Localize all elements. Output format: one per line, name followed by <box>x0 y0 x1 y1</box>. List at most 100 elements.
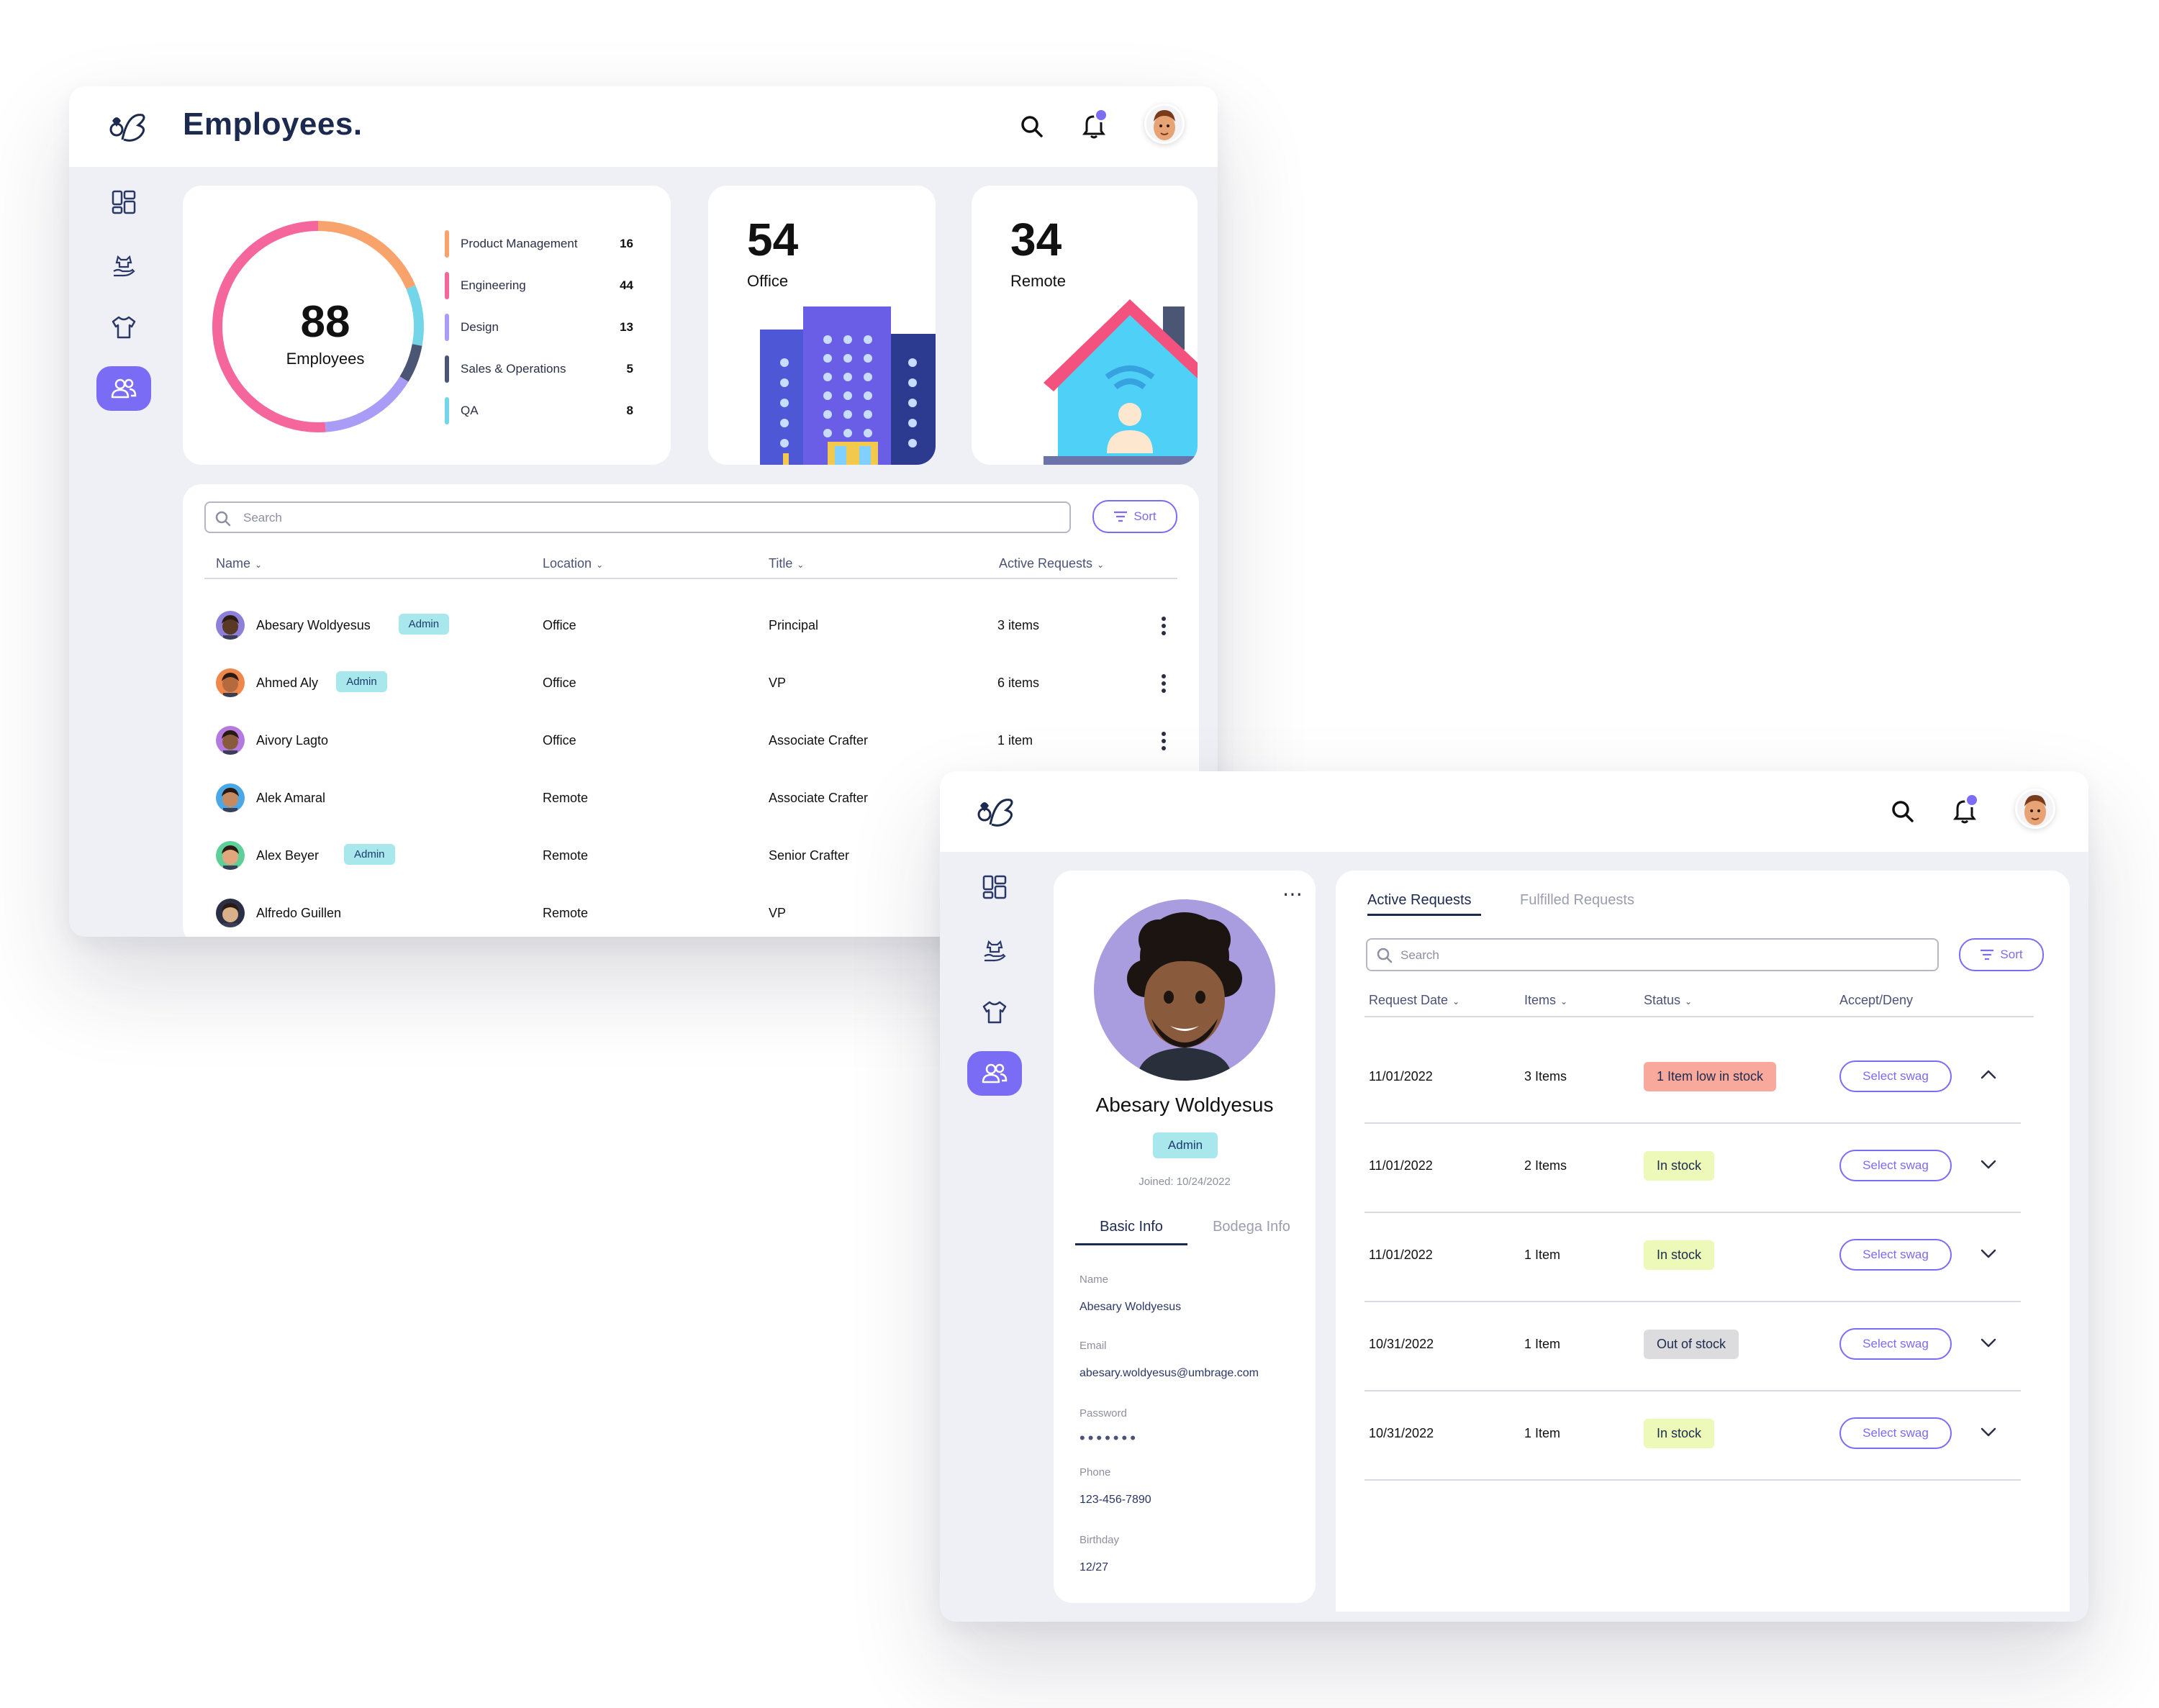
sidebar-item-swag[interactable] <box>96 243 151 288</box>
request-row[interactable]: 11/01/2022 2 Items In stock Select swag <box>1336 1124 2070 1213</box>
table-row[interactable]: Alek Amaral Remote Associate Crafter <box>183 781 1199 821</box>
field-phone-value: 123-456-7890 <box>1080 1494 1151 1506</box>
column-request-date[interactable]: Request Date ⌄ <box>1369 993 1460 1007</box>
column-title[interactable]: Title ⌄ <box>769 556 805 571</box>
user-avatar[interactable] <box>1144 104 1185 144</box>
request-row[interactable]: 11/01/2022 1 Item In stock Select swag <box>1336 1213 2070 1302</box>
field-phone-label: Phone <box>1080 1466 1111 1478</box>
sidebar-item-dashboard[interactable] <box>967 865 1022 909</box>
row-menu-icon[interactable] <box>1162 674 1166 696</box>
chevron-down-icon[interactable] <box>1979 1425 1998 1439</box>
sort-button[interactable]: Sort <box>1959 938 2044 971</box>
legend-item: Engineering 44 <box>445 272 633 299</box>
employee-name[interactable]: Abesary Woldyesus <box>256 618 371 632</box>
search-icon[interactable] <box>1019 114 1045 140</box>
field-birthday-label: Birthday <box>1080 1534 1120 1546</box>
remote-house-illustration <box>1044 299 1198 465</box>
select-swag-button[interactable]: Select swag <box>1839 1150 1952 1181</box>
request-items: 2 Items <box>1524 1158 1567 1173</box>
search-icon <box>215 511 231 527</box>
legend-value: 5 <box>626 362 633 376</box>
chevron-down-icon[interactable] <box>1979 1246 1998 1260</box>
employee-search-input[interactable]: Search <box>204 501 1071 533</box>
table-row[interactable]: Ahmed Aly Admin Office VP 6 items <box>183 666 1199 706</box>
request-search-input[interactable]: Search <box>1366 938 1939 971</box>
employee-location: Remote <box>543 848 589 863</box>
select-swag-button[interactable]: Select swag <box>1839 1239 1952 1271</box>
row-divider <box>1364 1122 2021 1124</box>
sidebar-item-employees[interactable] <box>96 366 151 411</box>
request-date: 10/31/2022 <box>1369 1426 1434 1440</box>
chevron-down-icon[interactable] <box>1979 1335 1998 1350</box>
sidebar-item-employees[interactable] <box>967 1051 1022 1096</box>
field-password-label: Password <box>1080 1407 1127 1419</box>
tab-bodega-info[interactable]: Bodega Info <box>1213 1219 1290 1235</box>
department-donut-chart <box>212 221 424 432</box>
row-menu-icon[interactable] <box>1162 732 1166 753</box>
donut-slice-engineering <box>212 221 326 432</box>
app-logo[interactable] <box>974 793 1018 830</box>
user-avatar[interactable] <box>2015 789 2055 829</box>
profile-more-icon[interactable]: ⋯ <box>1282 883 1303 905</box>
search-placeholder: Search <box>1400 948 1439 962</box>
select-swag-button[interactable]: Select swag <box>1839 1328 1952 1360</box>
select-swag-button[interactable]: Select swag <box>1839 1060 1952 1092</box>
request-items: 1 Item <box>1524 1337 1561 1351</box>
legend-color-swatch <box>445 230 449 258</box>
status-badge: In stock <box>1644 1419 1715 1448</box>
employee-name[interactable]: Alfredo Guillen <box>256 906 342 920</box>
employee-breakdown-card: 88 Employees Product Management 16 Engin… <box>183 186 671 465</box>
employee-title: VP <box>769 676 787 690</box>
sort-button[interactable]: Sort <box>1092 500 1177 533</box>
employee-location: Office <box>543 618 576 632</box>
table-row[interactable]: Alfredo Guillen Remote VP <box>183 896 1199 936</box>
sidebar-item-dashboard[interactable] <box>96 180 151 224</box>
select-swag-button[interactable]: Select swag <box>1839 1417 1952 1449</box>
table-row[interactable]: Abesary Woldyesus Admin Office Principal … <box>183 608 1199 648</box>
office-count: 54 <box>747 214 799 265</box>
sidebar-item-products[interactable] <box>96 305 151 350</box>
chevron-up-icon[interactable] <box>1979 1068 1998 1082</box>
office-building-illustration <box>760 306 936 465</box>
sort-label: Sort <box>2000 948 2023 961</box>
profile-avatar <box>1094 899 1275 1081</box>
request-row[interactable]: 11/01/2022 3 Items 1 Item low in stock S… <box>1336 1035 2070 1124</box>
employee-name[interactable]: Alex Beyer <box>256 848 320 863</box>
employee-detail-window: ⋯ Abesary Woldyesus Admin Joined: 10/24/… <box>940 771 2088 1622</box>
tab-active-requests[interactable]: Active Requests <box>1367 892 1472 908</box>
tab-fulfilled-requests[interactable]: Fulfilled Requests <box>1520 892 1634 908</box>
users-icon <box>111 378 137 399</box>
column-location[interactable]: Location ⌄ <box>543 556 604 571</box>
legend-color-swatch <box>445 272 449 299</box>
employee-name[interactable]: Alek Amaral <box>256 791 326 805</box>
donut-slice-product-management <box>317 221 416 290</box>
tab-basic-info[interactable]: Basic Info <box>1100 1219 1163 1235</box>
column-active-requests[interactable]: Active Requests ⌄ <box>999 556 1105 571</box>
employee-title: VP <box>769 906 787 920</box>
request-row[interactable]: 10/31/2022 1 Item In stock Select swag <box>1336 1391 2070 1481</box>
app-logo[interactable] <box>107 108 150 145</box>
request-row[interactable]: 10/31/2022 1 Item Out of stock Select sw… <box>1336 1302 2070 1391</box>
search-icon[interactable] <box>1890 799 1916 825</box>
column-name[interactable]: Name ⌄ <box>216 556 263 571</box>
employee-name[interactable]: Aivory Lagto <box>256 733 329 748</box>
table-row[interactable]: Alex Beyer Admin Remote Senior Crafter <box>183 838 1199 878</box>
column-items[interactable]: Items ⌄ <box>1524 993 1568 1007</box>
remote-label: Remote <box>1010 272 1067 290</box>
donut-slice-qa <box>406 285 424 346</box>
hand-gift-icon <box>984 940 1006 962</box>
chevron-down-icon[interactable] <box>1979 1157 1998 1171</box>
requests-card: Active Requests Fulfilled Requests Searc… <box>1336 871 2070 1612</box>
sidebar-item-swag[interactable] <box>967 928 1022 973</box>
avatar <box>216 841 245 870</box>
column-status[interactable]: Status ⌄ <box>1644 993 1693 1007</box>
sidebar-item-products[interactable] <box>967 990 1022 1035</box>
legend-item: Sales & Operations 5 <box>445 355 633 383</box>
employee-name[interactable]: Ahmed Aly <box>256 676 319 690</box>
employee-active-requests: 1 item <box>997 733 1033 748</box>
row-menu-icon[interactable] <box>1162 617 1166 638</box>
avatar <box>216 726 245 755</box>
filter-icon <box>1981 949 1994 960</box>
employee-location: Remote <box>543 906 589 920</box>
table-row[interactable]: Aivory Lagto Office Associate Crafter 1 … <box>183 723 1199 763</box>
